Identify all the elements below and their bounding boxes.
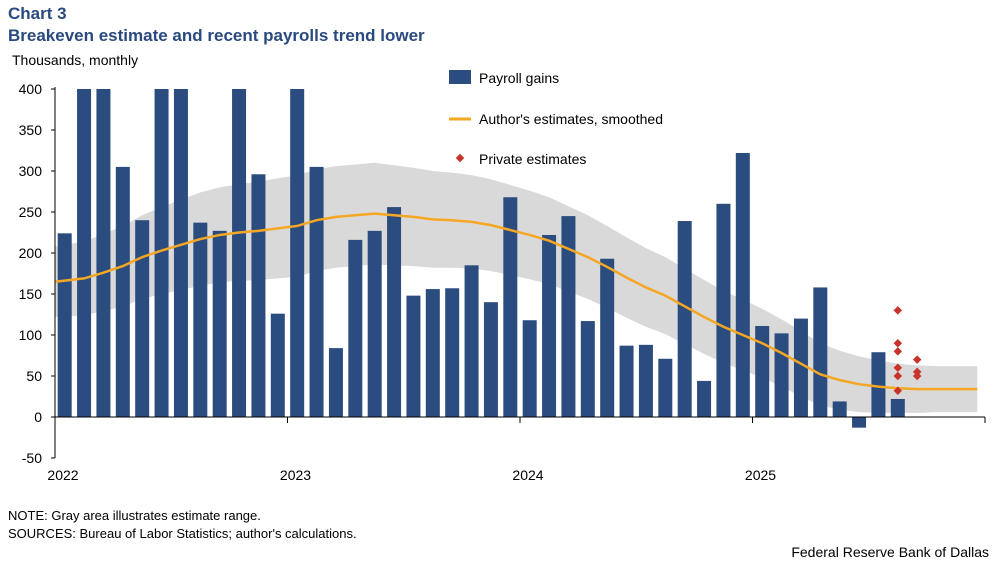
sources: SOURCES: Bureau of Labor Statistics; aut… [8, 526, 357, 541]
bar-payroll-2025-01 [755, 325, 770, 417]
bar-payroll-2022-09 [212, 230, 227, 417]
y-tick-label: 50 [26, 368, 42, 384]
bar-payroll-2022-05 [135, 220, 150, 417]
bar-payroll-2024-01 [522, 320, 537, 417]
legend-swatch-bars [449, 70, 471, 84]
private-estimate-point [893, 306, 903, 315]
bar-payroll-2024-07 [638, 344, 653, 417]
bar-payroll-2023-08 [425, 289, 440, 417]
legend-swatch-dots [455, 153, 465, 163]
chart-label: Chart 3 [8, 4, 67, 23]
chart-title: Breakeven estimate and recent payrolls t… [8, 26, 425, 45]
note: NOTE: Gray area illustrates estimate ran… [8, 508, 261, 523]
bar-payroll-2025-05 [832, 401, 847, 417]
bar-payroll-2023-03 [328, 348, 343, 417]
bar-payroll-2024-05 [600, 258, 615, 417]
bar-payroll-2023-04 [348, 239, 363, 417]
y-tick-label: 350 [19, 122, 43, 138]
bar-payroll-2022-03 [96, 89, 111, 417]
x-tick-label: 2025 [745, 467, 776, 483]
bar-payroll-2024-09 [677, 221, 692, 417]
y-tick-label: 0 [34, 409, 42, 425]
y-axis-units: Thousands, monthly [12, 52, 139, 68]
legend-label-private: Private estimates [479, 151, 586, 167]
y-tick-label: 300 [19, 163, 43, 179]
bar-payroll-2025-04 [813, 287, 828, 417]
bar-payroll-2023-01 [290, 89, 305, 417]
bar-payroll-2024-06 [619, 345, 634, 417]
bar-payroll-2025-08 [890, 398, 905, 417]
private-estimate-point [893, 338, 903, 348]
bar-payroll-2023-02 [309, 166, 324, 417]
bar-payroll-2024-08 [658, 358, 673, 417]
line-author-estimates [54, 212, 978, 391]
bar-payroll-2023-05 [367, 230, 382, 417]
bar-payroll-2022-08 [193, 222, 208, 417]
bar-payroll-2024-04 [580, 321, 595, 417]
y-tick-label: 250 [19, 204, 43, 220]
x-tick-label: 2023 [280, 467, 311, 483]
bar-payroll-2022-04 [115, 166, 130, 417]
bar-payroll-2023-06 [387, 207, 402, 417]
bar-payroll-2022-10 [232, 89, 247, 417]
bar-payroll-2024-10 [697, 380, 712, 417]
legend-label-payroll: Payroll gains [479, 70, 559, 86]
y-tick-label: 200 [19, 245, 43, 261]
bar-payroll-2024-11 [716, 203, 731, 417]
private-estimate-point [893, 371, 903, 381]
bar-payroll-2024-12 [735, 152, 750, 417]
x-tick-label: 2024 [512, 467, 543, 483]
bar-payroll-2025-02 [774, 333, 789, 417]
y-tick-label: 150 [19, 286, 43, 302]
bar-payroll-2023-12 [503, 197, 518, 417]
private-estimate-point [893, 363, 903, 373]
bar-payroll-2024-03 [561, 216, 576, 417]
bar-payroll-2025-03 [793, 318, 808, 417]
private-estimate-point [893, 347, 903, 356]
bar-payroll-2024-02 [542, 234, 557, 417]
bar-payroll-2022-02 [77, 89, 92, 417]
y-tick-label: 100 [19, 327, 43, 343]
bar-payroll-2025-06 [852, 417, 867, 428]
bar-payroll-2022-01 [57, 233, 72, 417]
credit: Federal Reserve Bank of Dallas [791, 544, 989, 560]
x-tick-label: 2022 [47, 467, 78, 483]
bar-payroll-2023-09 [445, 288, 460, 417]
private-estimate-point [912, 371, 922, 381]
y-tick-label: 400 [19, 81, 43, 97]
bar-payroll-2022-07 [173, 89, 188, 417]
bar-payroll-2022-12 [270, 313, 285, 417]
bar-payroll-2025-07 [871, 352, 886, 417]
bar-payroll-2023-11 [483, 302, 498, 417]
bar-payroll-2022-06 [154, 89, 169, 417]
bar-payroll-2023-10 [464, 265, 479, 417]
bar-payroll-2022-11 [251, 174, 266, 417]
bar-payroll-2023-07 [406, 295, 421, 417]
legend-label-author: Author's estimates, smoothed [479, 111, 663, 127]
private-estimate-point [893, 386, 903, 396]
private-estimate-point [912, 355, 922, 364]
y-tick-label: -50 [22, 450, 42, 466]
